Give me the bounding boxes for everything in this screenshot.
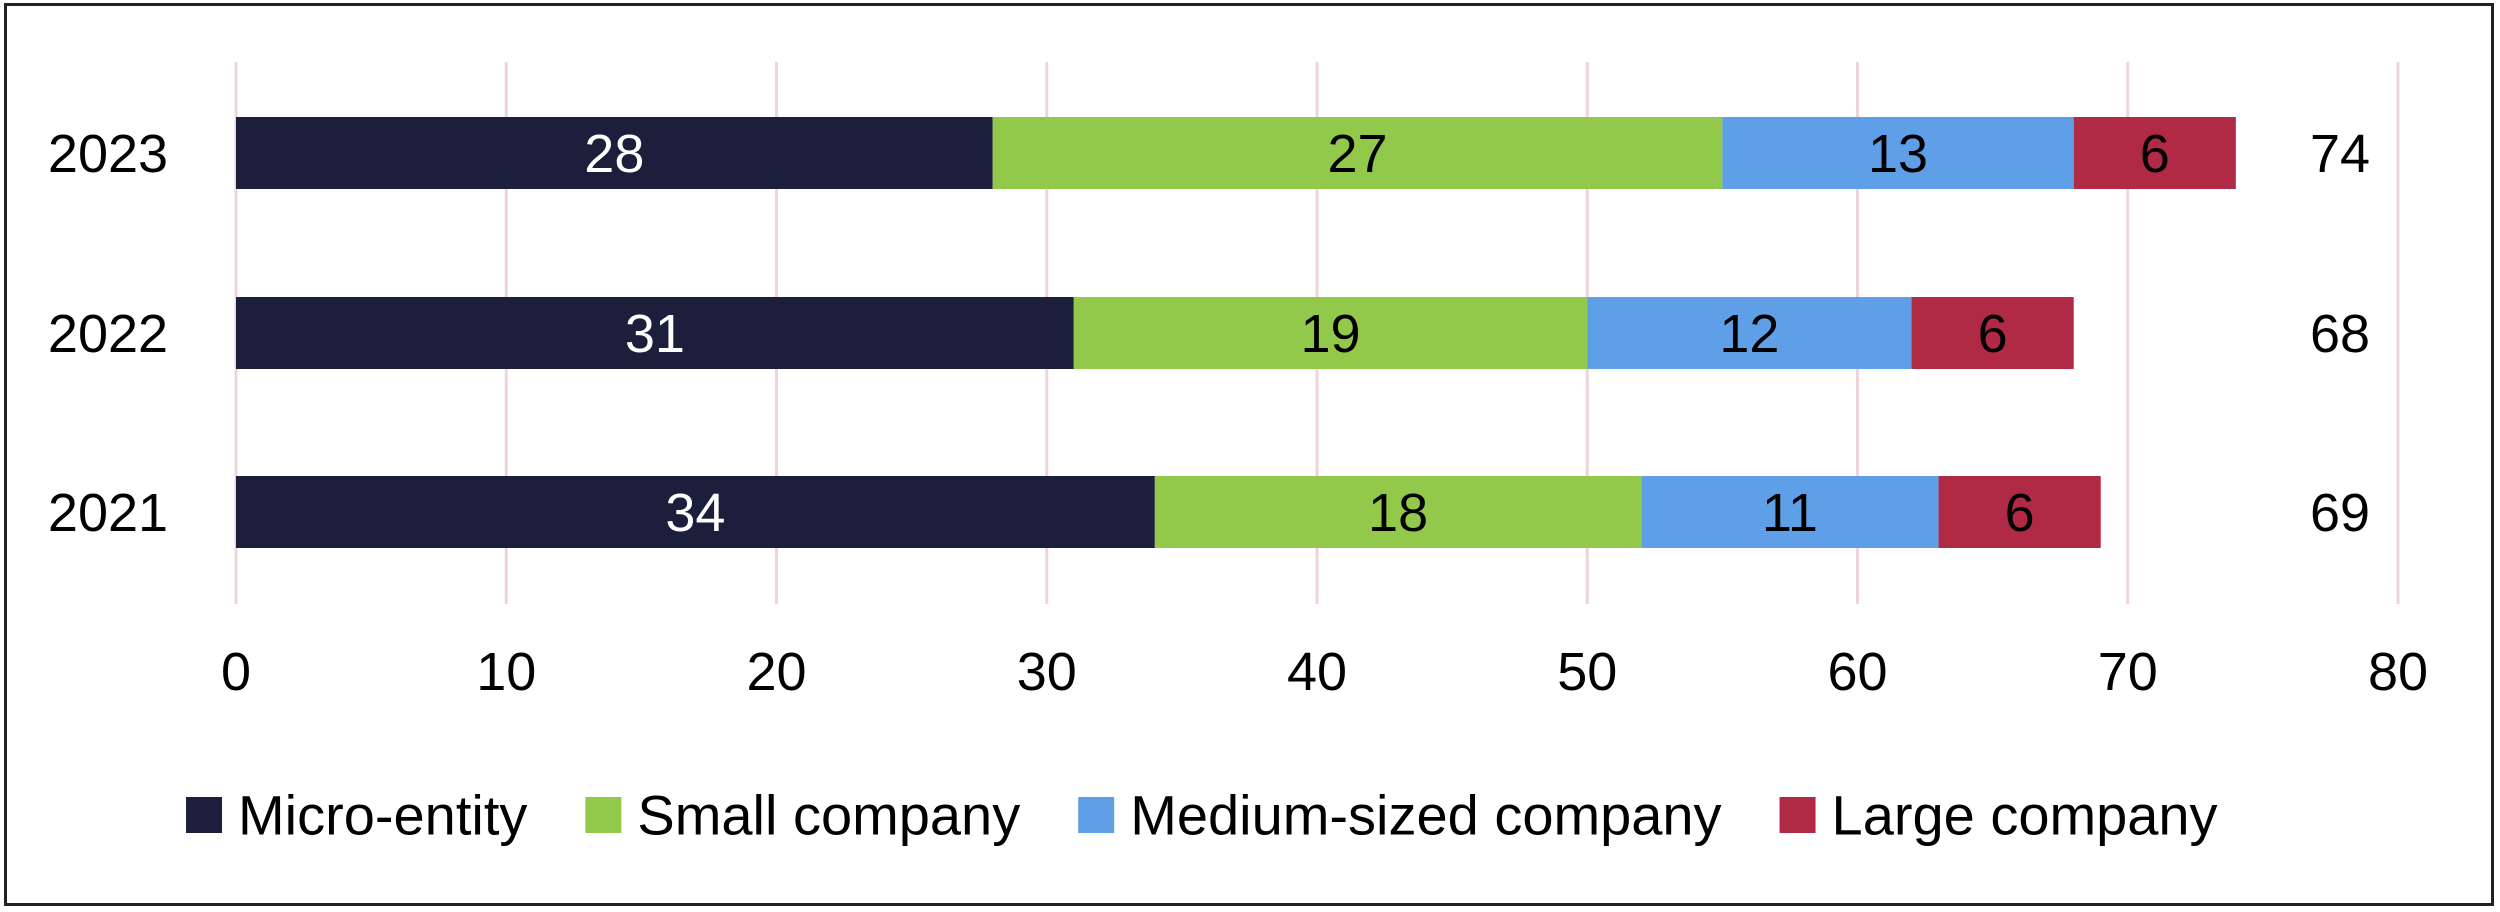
data-label: 6 (2005, 483, 2035, 543)
legend-label: Medium-sized company (1130, 784, 1721, 847)
x-axis: 0 10 20 30 40 50 60 70 80 (221, 642, 2428, 702)
bar-2023-micro-entity (236, 117, 993, 189)
bar-2021-small-company (1154, 476, 1642, 548)
category-label: 2023 (48, 124, 168, 184)
x-tick-label: 20 (746, 642, 806, 702)
data-label: 11 (1762, 483, 1818, 543)
data-label: 31 (625, 304, 685, 364)
data-label: 13 (1868, 124, 1928, 184)
total-label: 74 (2310, 124, 2370, 184)
category-label: 2021 (48, 483, 168, 543)
bar-2023-small-company (992, 117, 1723, 189)
chart-frame (4, 3, 2494, 906)
total-label: 69 (2310, 483, 2370, 543)
bar-2022-small-company (1073, 297, 1588, 369)
x-tick-label: 0 (221, 642, 251, 702)
bar-2022-micro-entity (236, 297, 1074, 369)
x-tick-label: 60 (1827, 642, 1887, 702)
legend-swatch (1779, 797, 1816, 833)
data-label: 28 (584, 124, 644, 184)
bar-2022-large-company (1911, 297, 2074, 369)
data-label: 34 (665, 483, 725, 543)
legend: Micro-entity Small company Medium-sized co… (186, 784, 2218, 847)
x-tick-label: 70 (2098, 642, 2158, 702)
bar-2021-medium-sized-company (1641, 476, 1939, 548)
bar-2023-medium-sized-company (1722, 117, 2074, 189)
bars (236, 117, 2236, 548)
bar-2021-large-company (1938, 476, 2101, 548)
y-axis-categories: 2023 2022 2021 (48, 124, 168, 543)
data-labels: 28 27 13 6 31 19 12 6 34 18 11 6 (584, 124, 2169, 543)
x-tick-label: 50 (1557, 642, 1617, 702)
x-tick-label: 40 (1287, 642, 1347, 702)
x-tick-label: 30 (1017, 642, 1077, 702)
data-label: 12 (1719, 304, 1779, 364)
data-label: 27 (1327, 124, 1387, 184)
legend-label: Large company (1832, 784, 2218, 847)
legend-swatch (1078, 797, 1115, 833)
category-label: 2022 (48, 304, 168, 364)
bar-2021-micro-entity (236, 476, 1155, 548)
data-label: 6 (1978, 304, 2008, 364)
x-tick-label: 80 (2368, 642, 2428, 702)
legend-label: Small company (637, 784, 1020, 847)
data-label: 6 (2140, 124, 2170, 184)
data-label: 19 (1300, 304, 1360, 364)
bar-2022-medium-sized-company (1587, 297, 1912, 369)
data-label: 18 (1368, 483, 1428, 543)
legend-label: Micro-entity (238, 784, 527, 847)
totals: 74 68 69 (2310, 124, 2370, 543)
total-label: 68 (2310, 304, 2370, 364)
bar-2023-large-company (2073, 117, 2236, 189)
legend-swatch (186, 797, 222, 833)
legend-swatch (585, 797, 622, 833)
x-tick-label: 10 (476, 642, 536, 702)
